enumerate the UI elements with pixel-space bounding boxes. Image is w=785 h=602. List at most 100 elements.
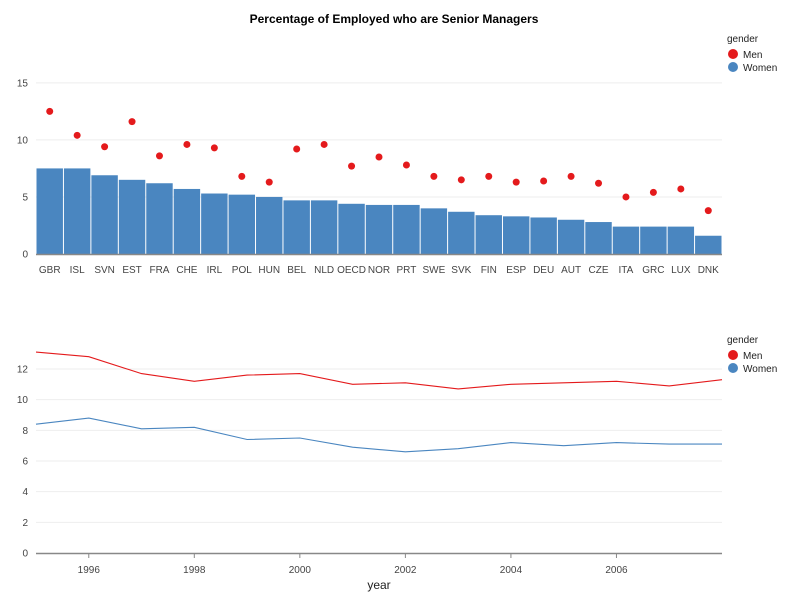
x-tick-label: OECD	[337, 265, 366, 276]
x-tick-label: NOR	[368, 265, 390, 276]
bar-women-oecd	[338, 203, 365, 254]
point-men-fra	[155, 152, 163, 160]
point-men-aut	[567, 172, 575, 180]
chart-title: Percentage of Employed who are Senior Ma…	[250, 12, 539, 26]
x-tick-label: CZE	[589, 265, 609, 276]
y-tick-label: 10	[17, 135, 29, 146]
x-tick-label: PRT	[397, 265, 417, 276]
line-women	[35, 417, 722, 453]
bar-women-est	[118, 179, 146, 254]
x-tick-label: HUN	[258, 265, 280, 276]
x-tick-label: DEU	[533, 265, 554, 276]
point-men-nor	[375, 153, 383, 161]
line-chart-axes: 0 2 4 6 8 10 12 1996 1998 2000 2002 2004 2006	[17, 365, 722, 576]
y-tick-label: 8	[22, 426, 28, 437]
x-tick-label: 1998	[183, 565, 206, 576]
point-men-hun	[265, 178, 273, 186]
bar-women-lux	[667, 226, 695, 254]
point-men-svn	[101, 143, 109, 151]
x-tick-label: 2006	[605, 565, 628, 576]
bar-women-ita	[612, 226, 640, 254]
bar-women-gbr	[36, 168, 63, 254]
bar-chart-axes: 0 5 10 15 GBR ISL SVN EST FRA CHE IRL POL HUN BEL NLD O…	[17, 78, 722, 276]
y-tick-label: 4	[22, 487, 28, 498]
x-tick-label: FIN	[481, 265, 497, 276]
point-men-dnk	[704, 207, 712, 215]
bar-women-irl	[201, 193, 228, 254]
x-tick-label: ESP	[506, 265, 526, 276]
legend-swatch-men	[728, 49, 738, 59]
point-men-pol	[238, 172, 246, 180]
legend-swatch-women	[728, 363, 738, 373]
point-men-lux	[677, 185, 685, 193]
bar-women-grc	[640, 226, 667, 254]
bar-women-deu	[530, 217, 557, 254]
y-tick-label: 15	[17, 78, 29, 89]
bar-women-nor	[365, 204, 393, 254]
line-chart-series	[35, 351, 723, 453]
x-tick-label: DNK	[698, 265, 719, 276]
bar-chart-bars	[36, 168, 722, 254]
bar-chart-legend: gender Men Women	[727, 34, 777, 74]
bar-women-che	[173, 188, 201, 254]
point-men-svk	[457, 176, 465, 184]
point-men-gbr	[46, 107, 54, 115]
legend-title: gender	[727, 34, 759, 45]
y-tick-label: 5	[22, 192, 28, 203]
point-men-che	[183, 140, 191, 148]
bar-women-hun	[256, 196, 283, 254]
bar-women-fin	[475, 215, 502, 254]
line-chart-gridlines	[36, 368, 722, 523]
x-tick-label: ITA	[619, 265, 634, 276]
bar-women-nld	[310, 200, 338, 254]
legend-label-men: Men	[743, 351, 762, 362]
point-men-oecd	[348, 162, 356, 170]
bar-women-cze	[585, 222, 612, 254]
line-chart-legend: gender Men Women	[727, 335, 777, 375]
y-tick-label: 2	[22, 518, 28, 529]
bar-women-fra	[146, 183, 173, 254]
point-men-esp	[512, 178, 520, 186]
bar-women-svn	[91, 175, 118, 254]
line-men	[35, 351, 723, 390]
x-tick-label: GBR	[39, 265, 61, 276]
bar-women-isl	[63, 168, 91, 254]
point-men-prt	[402, 161, 410, 169]
x-tick-label: SVK	[451, 265, 471, 276]
y-tick-label: 0	[22, 250, 28, 261]
x-tick-label: SWE	[422, 265, 445, 276]
x-tick-label: 1996	[78, 565, 101, 576]
point-men-ita	[622, 193, 630, 201]
legend-label-women: Women	[743, 364, 777, 375]
x-tick-label: AUT	[561, 265, 581, 276]
y-tick-label: 12	[17, 365, 29, 376]
point-men-nld	[320, 140, 328, 148]
x-tick-label: SVN	[94, 265, 115, 276]
x-tick-label: LUX	[671, 265, 691, 276]
bar-women-svk	[448, 211, 475, 254]
x-tick-label: ISL	[70, 265, 85, 276]
bar-chart-points	[46, 107, 712, 215]
bar-women-bel	[283, 200, 310, 254]
point-men-irl	[210, 144, 218, 152]
x-tick-label: GRC	[642, 265, 664, 276]
x-tick-label: 2000	[289, 565, 312, 576]
legend-label-women: Women	[743, 63, 777, 74]
point-men-deu	[540, 177, 548, 185]
x-tick-label: IRL	[207, 265, 223, 276]
y-tick-label: 10	[17, 395, 29, 406]
x-tick-label: NLD	[314, 265, 334, 276]
point-men-est	[128, 118, 136, 126]
point-men-grc	[649, 188, 657, 196]
x-tick-label: 2004	[500, 565, 523, 576]
point-men-cze	[595, 179, 603, 187]
x-tick-label: 2002	[394, 565, 417, 576]
x-tick-label: CHE	[176, 265, 197, 276]
bar-women-prt	[393, 204, 420, 254]
point-men-isl	[73, 131, 81, 139]
legend-swatch-women	[728, 62, 738, 72]
bar-women-dnk	[695, 235, 722, 254]
bar-women-esp	[502, 216, 530, 254]
x-tick-label: EST	[122, 265, 141, 276]
